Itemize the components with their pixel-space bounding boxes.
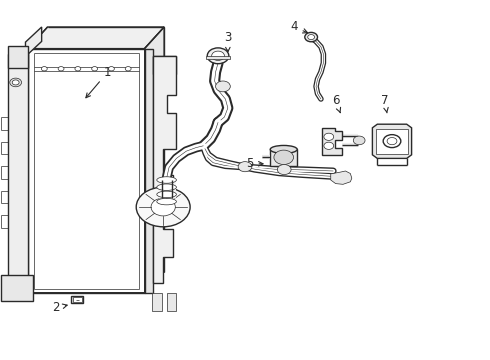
Polygon shape (145, 27, 164, 293)
Circle shape (92, 67, 98, 71)
Circle shape (41, 67, 47, 71)
Circle shape (383, 135, 401, 148)
Circle shape (308, 35, 315, 40)
Text: 5: 5 (246, 157, 263, 170)
Circle shape (274, 150, 294, 165)
Polygon shape (28, 49, 145, 293)
Circle shape (10, 78, 22, 87)
Bar (152, 293, 162, 311)
Text: 2: 2 (52, 301, 67, 314)
Circle shape (305, 32, 318, 42)
Ellipse shape (157, 191, 176, 198)
Text: 6: 6 (332, 94, 341, 113)
Text: 1: 1 (86, 66, 112, 98)
Polygon shape (145, 49, 153, 293)
Polygon shape (1, 275, 33, 301)
Circle shape (151, 198, 175, 216)
Ellipse shape (157, 177, 176, 183)
Polygon shape (153, 56, 176, 74)
Bar (167, 293, 176, 311)
Ellipse shape (157, 198, 176, 205)
Text: 4: 4 (290, 21, 307, 33)
Polygon shape (322, 128, 342, 155)
Bar (73, 297, 82, 302)
Circle shape (212, 51, 224, 60)
Circle shape (324, 142, 334, 149)
Bar (206, 56, 230, 59)
Circle shape (75, 67, 81, 71)
Polygon shape (8, 54, 28, 286)
Polygon shape (372, 124, 412, 158)
Polygon shape (28, 27, 164, 49)
Text: 7: 7 (381, 94, 389, 113)
Circle shape (387, 138, 397, 145)
Circle shape (125, 67, 131, 71)
Bar (71, 296, 83, 303)
Text: 3: 3 (224, 31, 232, 52)
Polygon shape (8, 46, 28, 68)
Circle shape (207, 48, 229, 64)
Circle shape (216, 81, 230, 92)
Circle shape (324, 133, 334, 140)
Circle shape (58, 67, 64, 71)
Circle shape (12, 80, 19, 85)
Polygon shape (153, 56, 176, 283)
Circle shape (136, 187, 190, 227)
Circle shape (277, 165, 291, 175)
Circle shape (108, 67, 114, 71)
Ellipse shape (270, 145, 297, 153)
Circle shape (238, 162, 252, 172)
Bar (376, 129, 408, 154)
Circle shape (353, 136, 365, 145)
Polygon shape (25, 27, 42, 57)
Polygon shape (331, 171, 352, 184)
Polygon shape (270, 149, 297, 166)
Ellipse shape (157, 184, 176, 190)
